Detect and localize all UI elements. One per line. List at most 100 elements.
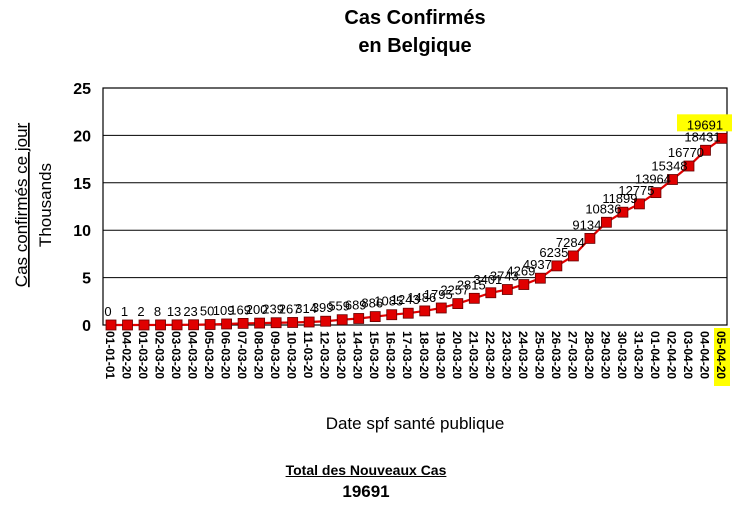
- data-point: [336, 314, 348, 326]
- data-point: [534, 272, 546, 284]
- data-label: 10836: [585, 201, 621, 216]
- x-tick-label: 13-03-20: [334, 331, 348, 379]
- data-label: 689: [345, 297, 367, 312]
- data-label: 3743: [490, 269, 519, 284]
- data-label: 886: [361, 296, 383, 311]
- x-tick-label: 25-03-20: [532, 331, 546, 379]
- y-tick-label: 25: [73, 81, 91, 98]
- data-point: [667, 174, 678, 185]
- data-label: 50: [200, 304, 214, 319]
- data-label: 0: [104, 304, 111, 319]
- data-label-highlight: [677, 114, 732, 132]
- data-label: 4269: [506, 264, 535, 279]
- data-point: [468, 292, 480, 304]
- x-tick-label: 05-03-20: [202, 331, 216, 379]
- x-tick-label: 31-03-20: [631, 331, 645, 379]
- x-tick-label: 03-03-20: [169, 331, 183, 379]
- x-tick-label: 04-02-20: [120, 331, 134, 379]
- y-tick-label: 0: [82, 318, 91, 335]
- x-tick-highlight: [714, 328, 730, 386]
- x-tick-label: 15-03-20: [367, 331, 381, 379]
- x-tick-label: 04-04-20: [697, 331, 711, 379]
- data-point: [452, 298, 464, 310]
- x-tick-label: 01-04-20: [648, 331, 662, 379]
- data-label: 1486: [407, 290, 436, 305]
- data-label: 15348: [651, 159, 687, 174]
- data-point: [402, 307, 414, 319]
- data-label: 267: [279, 301, 301, 316]
- data-label: 399: [312, 300, 334, 315]
- data-point: [105, 319, 117, 331]
- x-axis-label: Date spf santé publique: [326, 414, 505, 433]
- data-label: 18431: [684, 129, 720, 144]
- x-tick-label: 07-03-20: [235, 331, 249, 379]
- data-label: 2: [137, 304, 144, 319]
- data-label: 109: [213, 303, 235, 318]
- x-tick-label: 20-03-20: [450, 331, 464, 379]
- x-tick-label: 04-03-20: [186, 331, 200, 379]
- chart-title-line-1: Cas Confirmés: [344, 7, 485, 29]
- x-tick-label: 26-03-20: [549, 331, 563, 379]
- x-tick-label: 03-04-20: [681, 331, 695, 379]
- x-tick-label: 28-03-20: [582, 331, 596, 379]
- x-tick-label: 14-03-20: [351, 331, 365, 379]
- data-point: [551, 260, 563, 272]
- chart-title-line-2: en Belgique: [358, 35, 471, 57]
- x-tick-label: 16-03-20: [384, 331, 398, 379]
- data-label: 1243: [391, 292, 420, 307]
- x-tick-label: 08-03-20: [252, 331, 266, 379]
- total-new-cases-label: Total des Nouveaux Cas: [285, 462, 447, 478]
- x-tick-label: 02-03-20: [153, 331, 167, 379]
- data-point: [501, 284, 513, 295]
- data-label: 7284: [556, 235, 585, 250]
- data-point: [221, 318, 232, 330]
- x-tick-label: 09-03-20: [268, 331, 282, 379]
- data-label: 13964: [635, 172, 671, 187]
- data-point: [353, 313, 365, 324]
- data-point: [700, 144, 711, 156]
- data-point: [683, 160, 695, 172]
- data-label: 2815: [457, 277, 486, 292]
- data-label: 1: [121, 304, 128, 319]
- x-tick-label: 05-04-20: [714, 331, 728, 379]
- y-tick-label: 15: [73, 176, 91, 193]
- x-tick-label: 01-03-20: [136, 331, 150, 379]
- data-label: 3401: [473, 272, 502, 287]
- data-point: [138, 319, 150, 331]
- x-tick-label: 18-03-20: [417, 331, 431, 379]
- data-label: 23: [183, 304, 197, 319]
- data-label: 9134: [572, 217, 601, 232]
- data-point: [716, 132, 728, 144]
- x-tick-label: 24-03-20: [516, 331, 530, 379]
- data-point: [650, 187, 662, 199]
- x-tick-label: 11-03-20: [301, 331, 315, 379]
- data-point: [567, 250, 579, 262]
- x-tick-label: 23-03-20: [499, 331, 513, 379]
- data-label: 1085: [374, 294, 403, 309]
- data-point: [171, 319, 183, 331]
- x-tick-label: 19-03-20: [433, 331, 447, 379]
- x-tick-label: 10-03-20: [285, 331, 299, 379]
- x-tick-label: 27-03-20: [565, 331, 579, 379]
- x-tick-label: 22-03-20: [483, 331, 497, 379]
- data-label: 13: [167, 304, 181, 319]
- data-label: 200: [246, 302, 268, 317]
- data-label: 239: [262, 302, 284, 317]
- data-point: [122, 319, 133, 331]
- y-tick-label: 5: [82, 271, 91, 288]
- data-label: 6235: [539, 245, 568, 260]
- x-tick-label: 21-03-20: [466, 331, 480, 379]
- data-point: [155, 319, 166, 331]
- x-tick-label: 01-01-01: [103, 331, 117, 379]
- data-point: [601, 216, 612, 228]
- total-new-cases-value: 19691: [342, 482, 390, 501]
- x-tick-label: 30-03-20: [615, 331, 629, 379]
- data-point: [303, 316, 315, 328]
- data-point: [237, 317, 249, 329]
- data-label: 169: [229, 302, 251, 317]
- y-axis-label: Cas confirmés ce jour: [12, 122, 31, 287]
- data-point: [634, 198, 645, 210]
- x-tick-label: 02-04-20: [664, 331, 678, 379]
